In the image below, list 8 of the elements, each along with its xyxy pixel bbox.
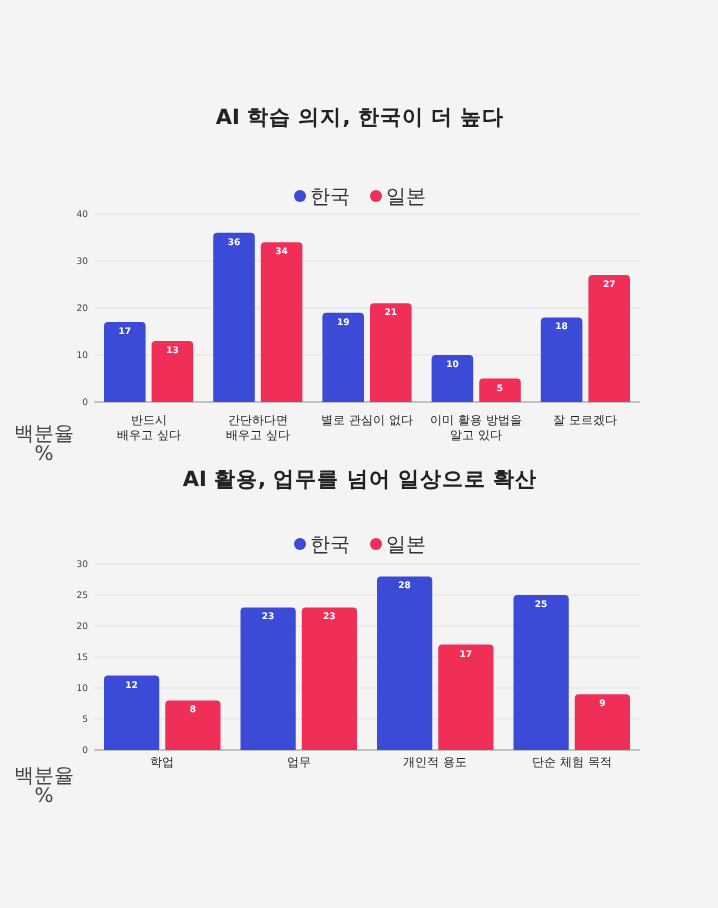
- legend-label: 한국: [310, 535, 350, 557]
- legend-label: 한국: [310, 187, 350, 209]
- chart-title: AI 활용, 업무를 넘어 일상으로 확산: [182, 468, 538, 492]
- legend-label: 일본: [386, 187, 426, 209]
- chart-title: AI 학습 의지, 한국이 더 높다: [215, 106, 505, 130]
- y-axis-title: 백분율 %: [14, 424, 74, 466]
- y-axis-title: 백분율 %: [14, 766, 74, 808]
- legend-label: 일본: [386, 535, 426, 557]
